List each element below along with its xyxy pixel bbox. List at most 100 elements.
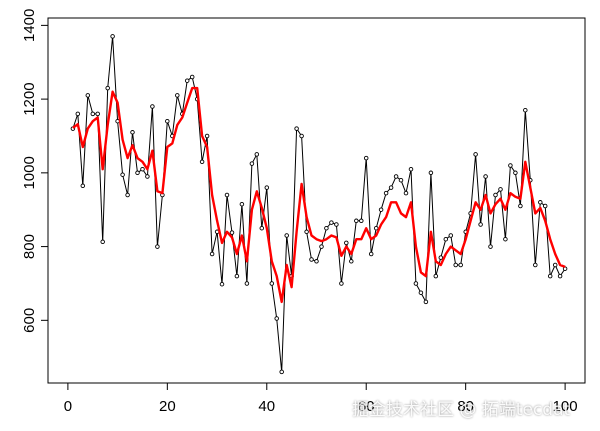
observed-point: [224, 192, 230, 198]
observed-point: [473, 152, 478, 157]
series-observed: [70, 34, 568, 375]
observed-point: [269, 281, 275, 286]
observed-point: [428, 170, 434, 176]
observed-point: [279, 369, 284, 375]
plot-frame: [47, 17, 586, 384]
x-tick-label: 20: [159, 398, 176, 415]
observed-point: [229, 230, 235, 235]
observed-point: [324, 225, 329, 231]
observed-point: [349, 259, 354, 264]
observed-point: [75, 111, 81, 117]
observed-point: [508, 163, 513, 168]
observed-point: [90, 111, 96, 117]
y-tick-label: 1200: [21, 82, 38, 115]
observed-point: [354, 218, 359, 224]
observed-point: [339, 281, 344, 286]
observed-point: [488, 244, 493, 249]
observed-point: [165, 118, 170, 124]
observed-point: [254, 152, 260, 157]
observed-point: [329, 220, 334, 225]
y-axis: 600 800 1000 1200 1400: [21, 9, 48, 333]
observed-point: [135, 170, 140, 176]
observed-point: [433, 273, 439, 279]
y-tick-label: 800: [21, 234, 38, 259]
observed-point: [423, 299, 429, 305]
observed-point: [363, 155, 369, 161]
observed-point: [533, 262, 538, 268]
observed-point: [368, 251, 374, 257]
observed-point: [547, 273, 553, 279]
observed-point: [264, 185, 270, 190]
observed-point: [403, 190, 409, 196]
x-tick-label: 0: [64, 398, 72, 415]
observed-point: [552, 262, 558, 268]
observed-point: [184, 78, 190, 83]
observed-point: [155, 244, 160, 249]
observed-point: [294, 126, 299, 131]
observed-point: [150, 104, 155, 109]
observed-point: [319, 244, 324, 249]
x-tick-label: 40: [258, 398, 275, 415]
observed-point: [309, 257, 314, 262]
observed-point: [408, 166, 414, 172]
observed-point: [314, 259, 319, 264]
observed-point: [120, 172, 125, 177]
observed-point: [199, 159, 205, 165]
observed-point: [244, 281, 250, 286]
observed-point: [478, 222, 483, 227]
observed-point: [513, 170, 518, 176]
observed-point: [125, 192, 130, 198]
observed-point: [284, 233, 289, 238]
observed-point: [130, 130, 135, 135]
observed-point: [95, 111, 100, 117]
y-tick-label: 1000: [21, 156, 38, 189]
x-axis: 0 20 40 60 80 100: [64, 383, 578, 415]
x-tick-label: 80: [457, 398, 474, 415]
observed-point: [398, 177, 404, 183]
observed-point: [259, 225, 265, 231]
observed-point: [538, 200, 543, 205]
observed-point: [503, 236, 508, 242]
observed-point: [234, 273, 240, 279]
observed-point: [359, 218, 364, 224]
y-tick-label: 600: [21, 308, 38, 333]
observed-point: [334, 222, 339, 227]
observed-point: [393, 174, 399, 179]
observed-point: [145, 174, 150, 179]
watermark: 掘金技术社区 @ 拓端tecdat: [352, 400, 571, 420]
observed-point: [344, 240, 349, 246]
observed-point: [80, 183, 86, 189]
observed-point: [388, 185, 394, 190]
observed-point: [493, 192, 498, 198]
observed-point: [542, 203, 548, 209]
observed-point: [523, 107, 528, 113]
observed-point: [557, 273, 563, 279]
observed-point: [518, 203, 523, 209]
observed-point: [100, 239, 105, 245]
observed-point: [249, 161, 255, 166]
series-fitted: [72, 86, 566, 304]
observed-point: [458, 262, 463, 268]
x-tick-label: 60: [358, 398, 375, 415]
observed-point: [373, 225, 379, 231]
observed-point: [239, 201, 245, 207]
observed-point: [110, 34, 115, 39]
observed-point: [85, 93, 91, 98]
observed-point: [189, 74, 195, 80]
observed-point: [209, 251, 215, 257]
observed-point: [383, 190, 389, 196]
observed-line: [72, 36, 566, 372]
observed-point: [219, 281, 225, 287]
observed-point: [498, 187, 503, 192]
observed-point: [448, 233, 454, 238]
observed-point: [304, 229, 309, 235]
observed-point: [483, 174, 488, 179]
observed-point: [105, 85, 110, 91]
y-tick-label: 1400: [21, 9, 38, 42]
observed-point: [140, 166, 145, 172]
observed-point: [438, 255, 444, 260]
observed-point: [453, 262, 458, 268]
observed-point: [378, 207, 384, 212]
x-tick-label: 100: [553, 398, 578, 415]
